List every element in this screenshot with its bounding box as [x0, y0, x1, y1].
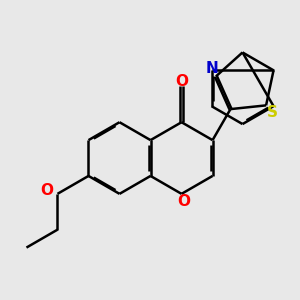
Text: N: N — [205, 61, 218, 76]
Text: O: O — [177, 194, 190, 209]
Text: O: O — [40, 183, 53, 198]
Text: S: S — [267, 105, 278, 120]
Text: O: O — [175, 74, 188, 88]
